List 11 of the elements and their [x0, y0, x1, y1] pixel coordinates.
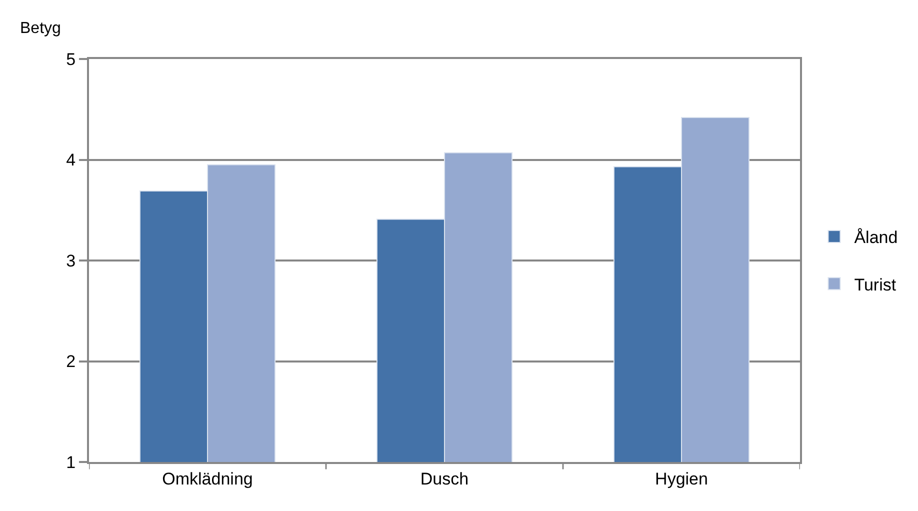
y-tick-label: 2 [66, 352, 76, 372]
x-tick-label: Dusch [420, 469, 469, 488]
legend-label: Turist [854, 275, 896, 294]
y-tick-label: 1 [66, 452, 76, 472]
x-tick-label: Omklädning [162, 469, 253, 488]
y-tick-label: 4 [66, 150, 76, 170]
legend-label: Åland [854, 228, 898, 248]
y-tick-label: 5 [66, 50, 76, 69]
y-axis-title: Betyg [20, 20, 61, 37]
x-tick-label: Hygien [655, 469, 708, 488]
y-tick-label: 3 [66, 251, 76, 270]
